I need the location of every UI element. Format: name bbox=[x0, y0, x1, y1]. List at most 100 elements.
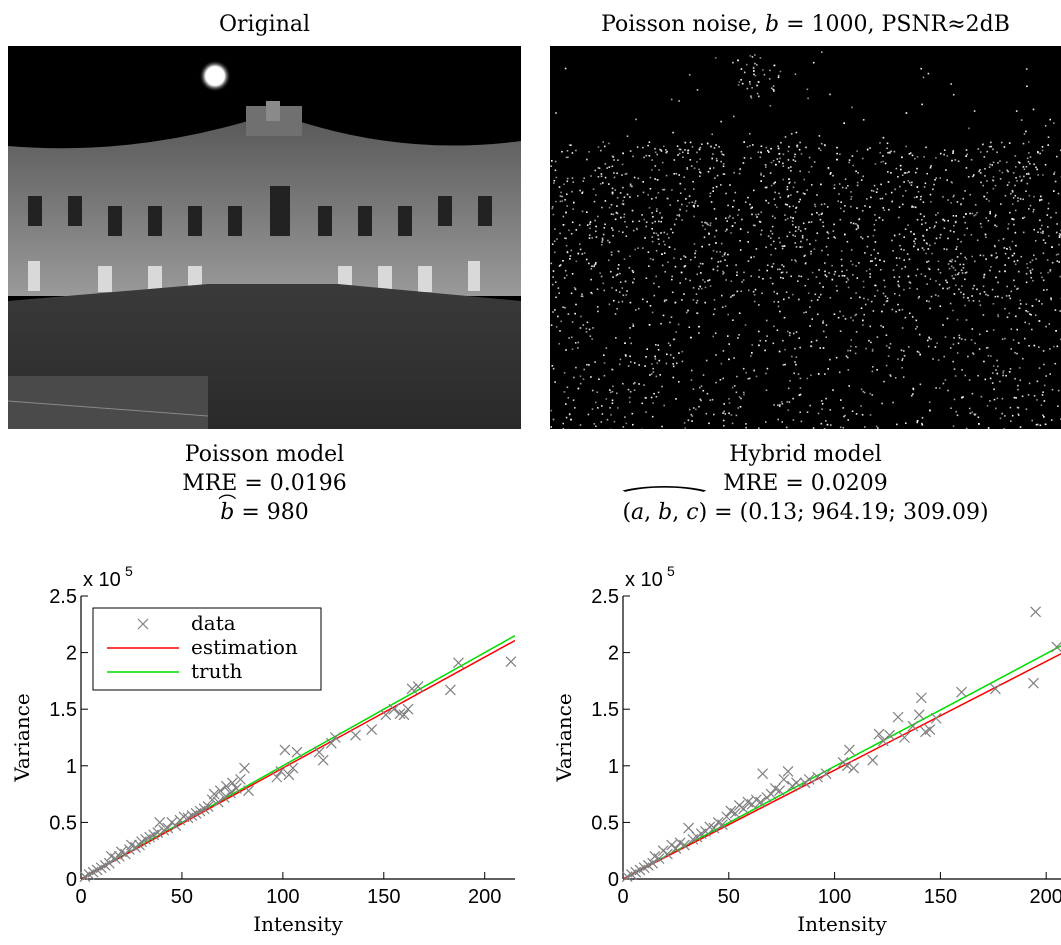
hybrid-model-chart: 0 50 100 150 200 0 0.5 1 1.5 2 2.5 x 10 5 Intensity Va… bbox=[552, 563, 1061, 936]
data-point bbox=[398, 709, 410, 721]
data-point bbox=[317, 754, 329, 766]
data-point bbox=[930, 712, 942, 724]
y-axis-label: Variance bbox=[552, 693, 576, 782]
data-point bbox=[913, 709, 925, 721]
x-tick-label: 50 bbox=[171, 886, 193, 908]
data-point bbox=[444, 684, 456, 696]
data-point bbox=[843, 744, 855, 756]
y-axis-label: Variance bbox=[10, 693, 34, 782]
x-tick-label: 100 bbox=[266, 886, 299, 908]
data-point bbox=[239, 762, 250, 774]
data-point bbox=[683, 822, 695, 834]
data-point bbox=[757, 768, 769, 780]
noisy-image-title: Poisson noise, b = 1000, PSNR≈2dB bbox=[601, 12, 1010, 37]
data-point bbox=[279, 744, 291, 756]
data-point bbox=[412, 681, 424, 692]
legend-label-estimation: estimation bbox=[191, 635, 298, 659]
x-axis-label: Intensity bbox=[253, 912, 343, 936]
x-axis-label: Intensity bbox=[797, 912, 887, 936]
data-point bbox=[873, 728, 885, 740]
legend-marker-data bbox=[137, 618, 149, 630]
data-point bbox=[154, 816, 166, 828]
data-point bbox=[729, 807, 741, 819]
data-point bbox=[1028, 677, 1039, 689]
data-point bbox=[505, 656, 517, 668]
data-point bbox=[271, 771, 283, 783]
poisson-model-title-line2: MRE = 0.0196 bbox=[182, 471, 347, 496]
data-point bbox=[1051, 641, 1061, 653]
data-point bbox=[653, 853, 665, 865]
data-point bbox=[224, 787, 236, 799]
data-point bbox=[884, 729, 896, 741]
data-point bbox=[291, 746, 303, 758]
y-scale-label: x 10 bbox=[625, 569, 663, 591]
data-point bbox=[208, 788, 220, 800]
data-point bbox=[812, 771, 824, 783]
poisson-model-title-line3: b ⌒ = 980 bbox=[218, 494, 309, 525]
data-point bbox=[218, 792, 230, 803]
y-tick-label: 2.5 bbox=[49, 586, 77, 608]
data-point bbox=[325, 737, 337, 749]
data-point bbox=[892, 711, 904, 723]
y-tick-label: 2.5 bbox=[591, 586, 619, 608]
data-point bbox=[820, 768, 832, 780]
y-tick-label: 0.5 bbox=[591, 812, 619, 834]
data-point bbox=[170, 820, 182, 832]
x-tick-label: 0 bbox=[75, 886, 86, 908]
y-scale-exponent: 5 bbox=[667, 563, 675, 579]
poisson-model-chart: 0 50 100 150 200 0 0.5 1 1.5 2 2.5 x 10 5 Intensity Va… bbox=[10, 563, 517, 936]
data-point bbox=[662, 848, 673, 860]
legend-label-truth: truth bbox=[191, 659, 243, 683]
x-tick-label: 200 bbox=[1030, 886, 1061, 908]
original-image bbox=[8, 46, 521, 429]
y-tick-label: 2 bbox=[608, 643, 619, 665]
data-point bbox=[366, 724, 378, 736]
data-point bbox=[778, 773, 790, 785]
data-point bbox=[791, 777, 802, 789]
data-point bbox=[915, 692, 927, 704]
data-point bbox=[350, 729, 361, 741]
data-point bbox=[394, 708, 406, 720]
data-point bbox=[678, 839, 690, 851]
data-point bbox=[402, 703, 414, 715]
data-point bbox=[162, 822, 174, 834]
data-point bbox=[704, 821, 716, 833]
data-point bbox=[765, 788, 777, 800]
data-point bbox=[103, 857, 115, 869]
legend-label-data: data bbox=[191, 611, 236, 635]
data-point bbox=[848, 762, 860, 774]
data-point bbox=[220, 780, 232, 792]
x-tick-label: 150 bbox=[924, 886, 957, 908]
y-tick-label: 1.5 bbox=[49, 699, 77, 721]
data-point bbox=[202, 801, 214, 812]
data-point bbox=[721, 811, 733, 823]
data-point bbox=[287, 762, 299, 774]
data-point bbox=[989, 683, 1001, 695]
data-point bbox=[782, 766, 794, 777]
hybrid-model-title-line3: (a, b, c) ⌒ = (0.13; 964.19; 309.09) bbox=[620, 486, 989, 525]
data-point bbox=[388, 703, 400, 715]
data-point bbox=[406, 683, 418, 695]
x-tick-label: 50 bbox=[718, 886, 740, 908]
poisson-model-title: Poisson model MRE = 0.0196 b ⌒ = 980 bbox=[8, 440, 521, 527]
data-point bbox=[329, 732, 341, 743]
data-point bbox=[738, 803, 750, 815]
noisy-image bbox=[550, 46, 1061, 429]
data-point bbox=[956, 686, 967, 698]
x-tick-label: 200 bbox=[468, 886, 501, 908]
y-scale-exponent: 5 bbox=[125, 563, 133, 579]
data-point bbox=[924, 724, 936, 736]
data-point bbox=[206, 794, 218, 806]
data-point bbox=[774, 785, 786, 797]
data-point bbox=[841, 760, 853, 772]
poisson-model-title-line1: Poisson model bbox=[184, 442, 345, 467]
data-point bbox=[907, 720, 919, 732]
data-point bbox=[755, 796, 766, 808]
data-point bbox=[717, 819, 728, 831]
hybrid-model-title-line1: Hybrid model bbox=[729, 442, 882, 467]
data-point bbox=[231, 783, 242, 794]
y-tick-label: 0 bbox=[608, 869, 619, 891]
data-point bbox=[867, 754, 879, 766]
truth-line bbox=[623, 645, 1061, 879]
